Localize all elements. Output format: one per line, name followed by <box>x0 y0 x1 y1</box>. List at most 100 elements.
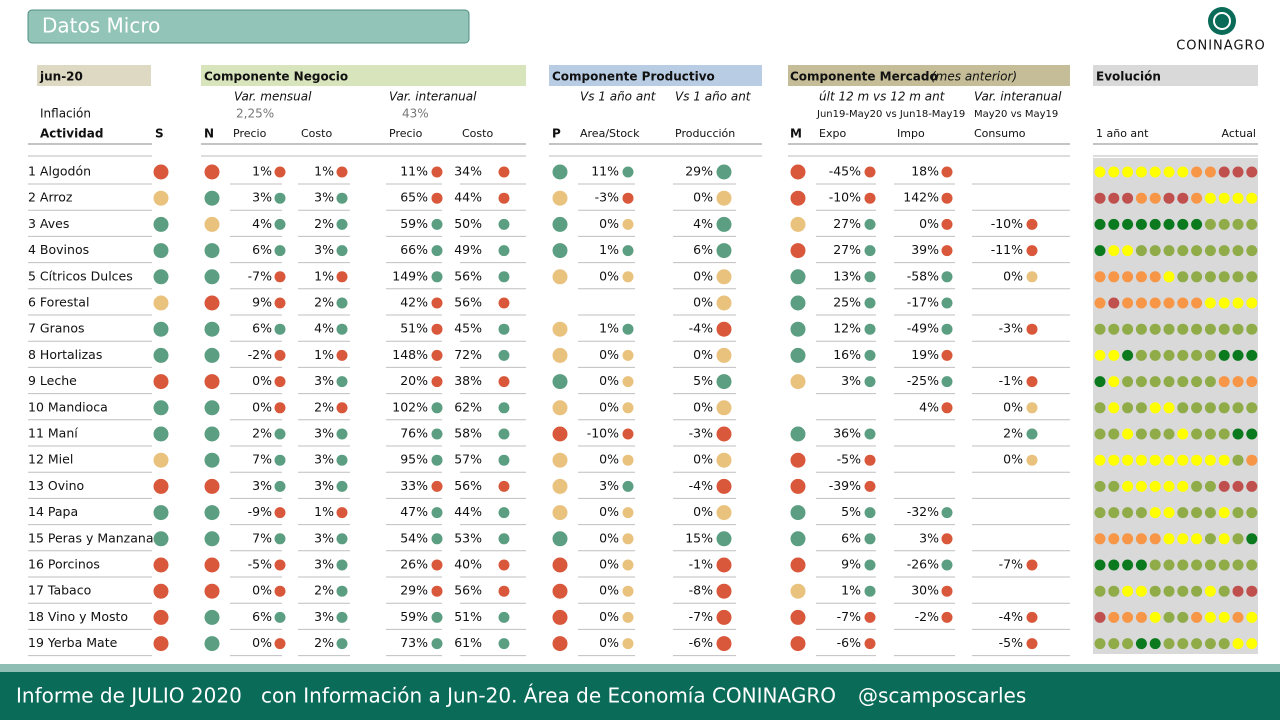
status-indicator <box>152 582 170 600</box>
value: 6% <box>841 530 861 545</box>
value-indicator <box>431 218 443 230</box>
subheader: Vs 1 año ant <box>580 90 657 104</box>
value-indicator <box>716 295 732 311</box>
evolution-dot <box>1177 323 1189 335</box>
value-indicator <box>498 245 510 257</box>
evolution-dot <box>1094 271 1106 283</box>
inflation-label: Inflación <box>40 107 91 121</box>
evolution-dot <box>1108 349 1120 361</box>
column-header: Impo <box>897 127 925 140</box>
evolution-dot <box>1191 297 1203 309</box>
evolution-dot <box>1135 192 1147 204</box>
column-header: Actividad <box>40 127 103 141</box>
value: 1% <box>841 583 861 598</box>
value: 11% <box>591 164 619 179</box>
evolution-dot <box>1246 454 1258 466</box>
evolution-dot <box>1122 507 1134 519</box>
status-indicator <box>203 530 221 548</box>
evolution-dot <box>1149 638 1161 650</box>
evolution-dot <box>1122 218 1134 230</box>
value: 57% <box>454 452 482 467</box>
status-indicator <box>551 242 569 260</box>
value: 72% <box>454 347 482 362</box>
evolution-dot <box>1122 271 1134 283</box>
evolution-dot <box>1094 454 1106 466</box>
logo-ring <box>1213 12 1231 30</box>
value: 4% <box>314 321 334 336</box>
evolution-dot <box>1246 218 1258 230</box>
value-indicator <box>498 166 510 178</box>
value: -3% <box>595 190 619 205</box>
value-indicator <box>274 166 286 178</box>
value: 58% <box>454 426 482 441</box>
evolution-dot <box>1177 376 1189 388</box>
evolution-dot <box>1149 402 1161 414</box>
status-indicator <box>789 451 807 469</box>
status-indicator <box>551 582 569 600</box>
value: 3% <box>599 478 619 493</box>
value: 6% <box>252 609 272 624</box>
evolution-dot <box>1094 611 1106 623</box>
activity-name: 14 Papa <box>28 504 78 519</box>
logo-text: CONINAGRO <box>1176 39 1266 54</box>
status-indicator <box>789 373 807 391</box>
status-indicator <box>203 451 221 469</box>
evolution-dot <box>1191 585 1203 597</box>
evolution-dot <box>1232 533 1244 545</box>
evolution-dot <box>1163 192 1175 204</box>
value: 30% <box>911 583 939 598</box>
evolution-dot <box>1135 297 1147 309</box>
status-indicator <box>789 163 807 181</box>
evolution-dot <box>1232 638 1244 650</box>
value: 33% <box>400 478 428 493</box>
evolution-dot <box>1218 454 1230 466</box>
status-indicator <box>789 477 807 495</box>
value: 3% <box>314 530 334 545</box>
evolution-dot <box>1135 480 1147 492</box>
value-indicator <box>274 585 286 597</box>
value: -4% <box>999 609 1023 624</box>
value: -1% <box>999 373 1023 388</box>
evolution-dot <box>1108 245 1120 257</box>
evolution-dot <box>1204 192 1216 204</box>
evolution-dot <box>1218 507 1230 519</box>
value-indicator <box>716 531 732 547</box>
status-indicator <box>203 425 221 443</box>
evolution-dot <box>1232 166 1244 178</box>
value-indicator <box>622 559 634 571</box>
value-indicator <box>336 611 348 623</box>
evolution-dot <box>1246 402 1258 414</box>
evolution-dot <box>1149 454 1161 466</box>
value-indicator <box>336 245 348 257</box>
value: 44% <box>454 504 482 519</box>
status-indicator <box>789 294 807 312</box>
evolution-dot <box>1204 480 1216 492</box>
evolution-dot <box>1204 559 1216 571</box>
status-indicator <box>152 163 170 181</box>
status-indicator <box>203 608 221 626</box>
value-indicator <box>864 245 876 257</box>
status-indicator <box>789 242 807 260</box>
value: 27% <box>833 242 861 257</box>
activity-name: 13 Ovino <box>28 478 84 493</box>
value-indicator <box>716 583 732 599</box>
value: -2% <box>915 609 939 624</box>
evolution-dot <box>1177 533 1189 545</box>
evolution-dot <box>1094 533 1106 545</box>
negocio-header <box>201 65 526 86</box>
value: 4% <box>919 399 939 414</box>
value-indicator <box>431 245 443 257</box>
status-indicator <box>152 215 170 233</box>
evolution-dot <box>1163 218 1175 230</box>
status-indicator <box>152 242 170 260</box>
value: -7% <box>248 268 272 283</box>
value-indicator <box>431 166 443 178</box>
evolution-dot <box>1191 218 1203 230</box>
evolution-dot <box>1246 297 1258 309</box>
value: 0% <box>599 530 619 545</box>
evolution-dot <box>1204 376 1216 388</box>
value-indicator <box>864 297 876 309</box>
value: 0% <box>252 583 272 598</box>
value-indicator <box>336 507 348 519</box>
value: 36% <box>833 426 861 441</box>
